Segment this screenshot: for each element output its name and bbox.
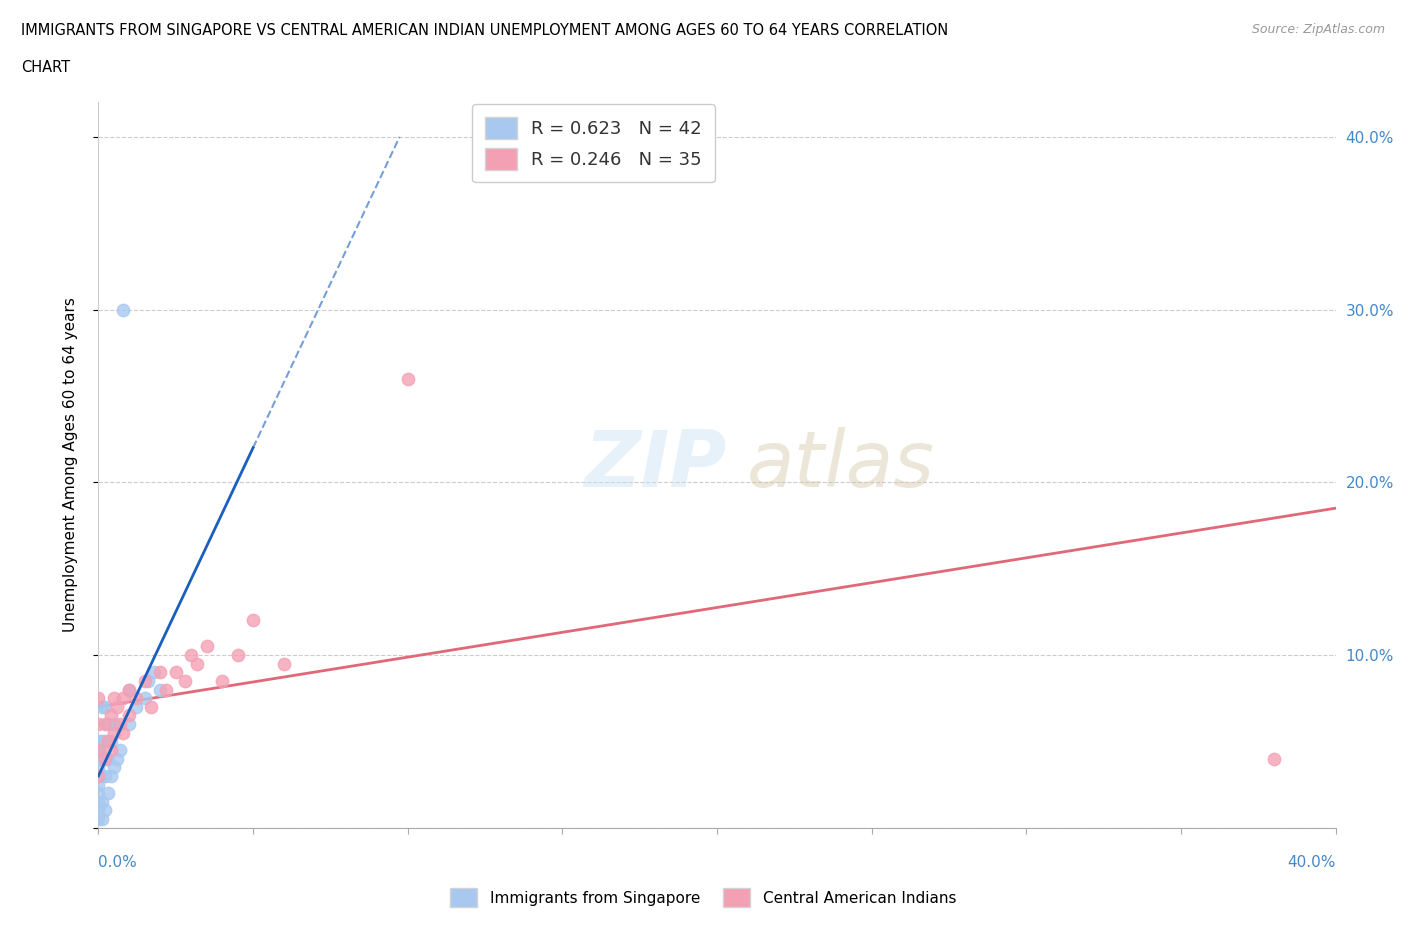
Point bbox=[87, 777, 110, 792]
Point bbox=[100, 708, 122, 723]
Point bbox=[93, 768, 115, 783]
Point bbox=[90, 768, 112, 783]
Point bbox=[134, 691, 156, 706]
Point bbox=[87, 812, 110, 827]
Point bbox=[87, 742, 110, 757]
Point bbox=[149, 665, 172, 680]
Point bbox=[87, 786, 110, 801]
Point bbox=[242, 613, 264, 628]
Text: 40.0%: 40.0% bbox=[1288, 855, 1336, 870]
Point bbox=[97, 751, 120, 766]
Point bbox=[118, 682, 141, 697]
Text: Source: ZipAtlas.com: Source: ZipAtlas.com bbox=[1251, 23, 1385, 36]
Point bbox=[90, 734, 112, 749]
Point bbox=[87, 691, 110, 706]
Point bbox=[108, 742, 131, 757]
Point bbox=[90, 699, 112, 714]
Point bbox=[105, 699, 128, 714]
Point bbox=[100, 742, 122, 757]
Point bbox=[112, 691, 135, 706]
Legend: Immigrants from Singapore, Central American Indians: Immigrants from Singapore, Central Ameri… bbox=[444, 883, 962, 913]
Point bbox=[180, 647, 202, 662]
Text: IMMIGRANTS FROM SINGAPORE VS CENTRAL AMERICAN INDIAN UNEMPLOYMENT AMONG AGES 60 : IMMIGRANTS FROM SINGAPORE VS CENTRAL AME… bbox=[21, 23, 948, 38]
Point bbox=[87, 794, 110, 809]
Text: atlas: atlas bbox=[747, 427, 935, 503]
Point bbox=[87, 803, 110, 817]
Point bbox=[90, 812, 112, 827]
Point bbox=[103, 760, 125, 775]
Point bbox=[87, 742, 110, 757]
Point bbox=[93, 717, 115, 732]
Text: CHART: CHART bbox=[21, 60, 70, 75]
Point bbox=[87, 768, 110, 783]
Point bbox=[97, 786, 120, 801]
Point bbox=[136, 673, 159, 688]
Point bbox=[118, 717, 141, 732]
Y-axis label: Unemployment Among Ages 60 to 64 years: Unemployment Among Ages 60 to 64 years bbox=[63, 298, 77, 632]
Point bbox=[174, 673, 197, 688]
Point bbox=[112, 302, 135, 317]
Point bbox=[118, 708, 141, 723]
Point bbox=[103, 691, 125, 706]
Point bbox=[97, 717, 120, 732]
Point bbox=[93, 734, 115, 749]
Point bbox=[108, 717, 131, 732]
Point bbox=[211, 673, 233, 688]
Point bbox=[139, 699, 162, 714]
Point bbox=[87, 760, 110, 775]
Point bbox=[93, 751, 115, 766]
Point bbox=[100, 734, 122, 749]
Text: 0.0%: 0.0% bbox=[98, 855, 138, 870]
Point bbox=[112, 725, 135, 740]
Point bbox=[273, 657, 295, 671]
Point bbox=[396, 371, 419, 386]
Point bbox=[134, 673, 156, 688]
Point bbox=[1263, 751, 1285, 766]
Point bbox=[186, 657, 208, 671]
Point bbox=[226, 647, 249, 662]
Point bbox=[143, 665, 166, 680]
Point bbox=[97, 734, 120, 749]
Point bbox=[124, 699, 146, 714]
Point bbox=[149, 682, 172, 697]
Point bbox=[165, 665, 187, 680]
Point bbox=[105, 751, 128, 766]
Point bbox=[87, 734, 110, 749]
Point bbox=[103, 725, 125, 740]
Point bbox=[87, 768, 110, 783]
Legend: R = 0.623   N = 42, R = 0.246   N = 35: R = 0.623 N = 42, R = 0.246 N = 35 bbox=[472, 104, 714, 182]
Point bbox=[100, 768, 122, 783]
Point bbox=[90, 794, 112, 809]
Point bbox=[93, 803, 115, 817]
Point bbox=[87, 717, 110, 732]
Point bbox=[155, 682, 177, 697]
Point bbox=[103, 717, 125, 732]
Text: ZIP: ZIP bbox=[583, 427, 727, 503]
Point bbox=[195, 639, 218, 654]
Point bbox=[124, 691, 146, 706]
Point bbox=[118, 682, 141, 697]
Point bbox=[87, 751, 110, 766]
Point bbox=[93, 699, 115, 714]
